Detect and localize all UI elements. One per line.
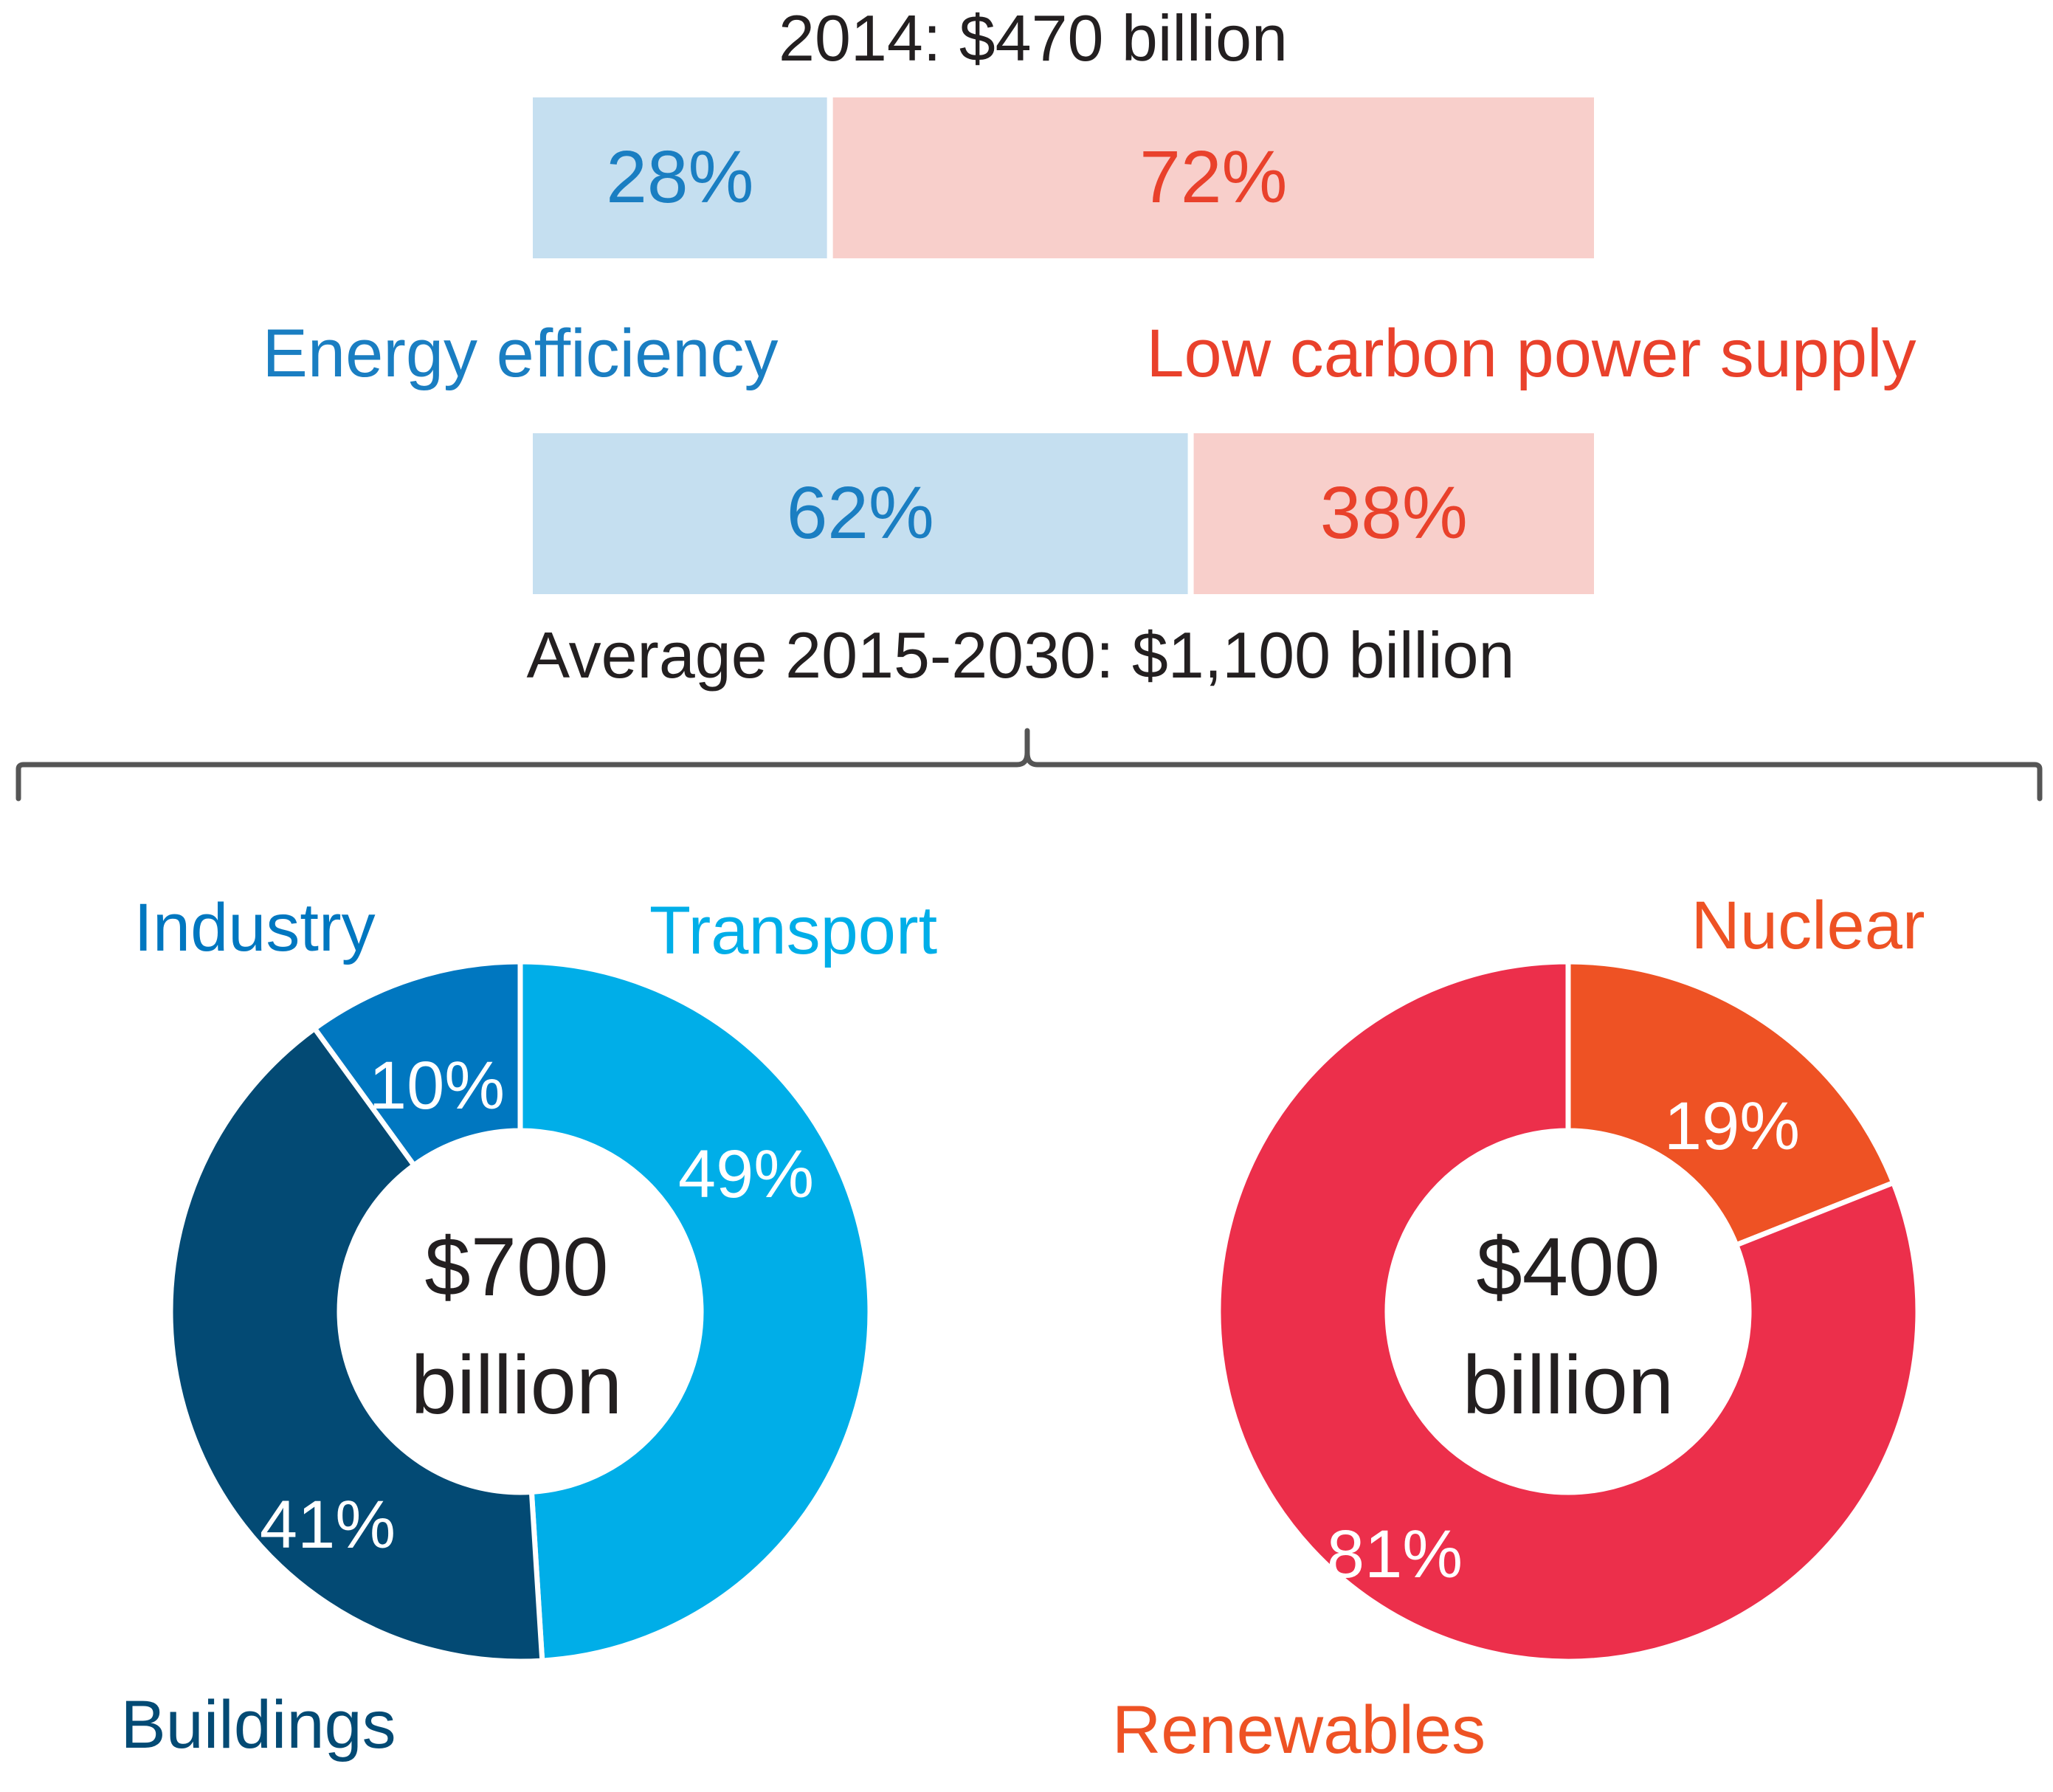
- label-transport: Transport: [649, 893, 937, 968]
- donut2-value-label-nuclear: 19%: [1664, 1089, 1800, 1164]
- legend-energy-efficiency: Energy efficiency: [263, 316, 779, 391]
- donut1-slice-transport: [517, 959, 873, 1664]
- label-industry: Industry: [134, 890, 375, 965]
- legend-low-carbon: Low carbon power supply: [1146, 316, 1916, 391]
- donut2-center-line1: $400: [1476, 1221, 1660, 1313]
- bar-2015-2030-segment-energy-efficiency: [533, 433, 1188, 594]
- donut1-value-label-industry: 10%: [369, 1048, 505, 1123]
- bar-2015-2030-value-label-low-carbon: 38%: [1320, 472, 1468, 554]
- bar-2015-2030-value-label-energy-efficiency: 62%: [787, 472, 934, 554]
- donut1-value-label-transport: 49%: [678, 1137, 814, 1212]
- bar-2014-segment-low-carbon: [832, 97, 1594, 258]
- donut1-slice-industry: [311, 959, 523, 1169]
- bar-2014-title: 2014: $470 billion: [779, 1, 1288, 75]
- label-renewables: Renewables: [1112, 1692, 1486, 1768]
- donut1-value-label-buildings: 41%: [260, 1487, 396, 1562]
- label-buildings: Buildings: [120, 1687, 396, 1762]
- bar-2014: 28% 72%: [533, 97, 1594, 258]
- label-nuclear: Nuclear: [1691, 888, 1925, 963]
- donut1-center-line1: $700: [424, 1221, 608, 1313]
- bar-2015-2030: 62% 38%: [533, 433, 1594, 594]
- donut2-slice-nuclear: [1565, 959, 1897, 1249]
- bar-2014-value-label-low-carbon: 72%: [1139, 136, 1287, 218]
- donut2-center-line2: billion: [1463, 1339, 1674, 1431]
- donut2-slice-renewables: [1215, 959, 1921, 1664]
- bracket: [15, 728, 2043, 802]
- donut1-slice-buildings: [168, 1024, 545, 1664]
- bar-2014-segment-energy-efficiency: [533, 97, 827, 258]
- donut1-center-line2: billion: [411, 1339, 622, 1431]
- bar-2014-value-label-energy-efficiency: 28%: [606, 136, 753, 218]
- bar-2015-2030-segment-low-carbon: [1193, 433, 1594, 594]
- bar-2015-2030-title: Average 2015-2030: $1,100 billion: [527, 618, 1515, 692]
- donut-low-carbon: 19% 81%: [1215, 959, 1921, 1664]
- donut-energy-efficiency: 49% 41% 10%: [168, 959, 873, 1664]
- donut2-value-label-renewables: 81%: [1327, 1517, 1463, 1592]
